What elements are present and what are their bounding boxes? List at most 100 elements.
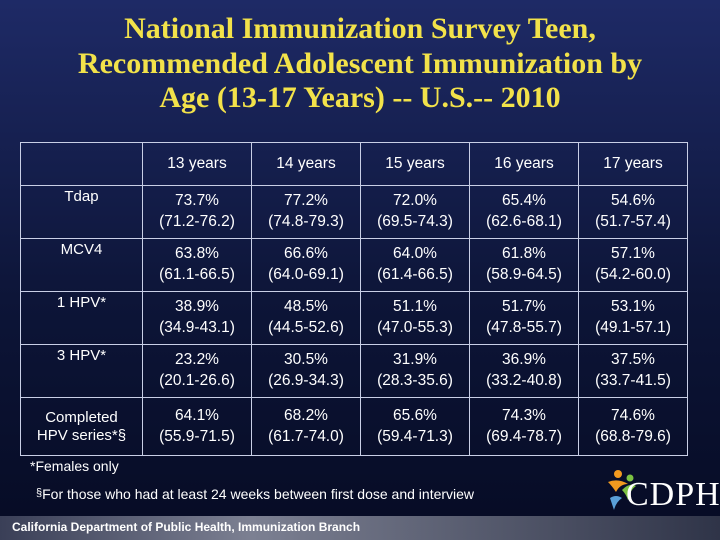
table-row: 3 HPV* 23.2% (20.1-26.6) 30.5% (26.9-34.3)… [20, 344, 688, 398]
table-cell: 51.1% (47.0-55.3) [360, 291, 470, 345]
table-row: Tdap 73.7% (71.2-76.2) 77.2% (74.8-79.3) 7… [20, 185, 688, 239]
table-cell: 66.6% (64.0-69.1) [251, 238, 361, 292]
table-cell: 31.9% (28.3-35.6) [360, 344, 470, 398]
footnote-interval-text: For those who had at least 24 weeks betw… [42, 486, 475, 502]
title-line-2: Recommended Adolescent Immunization by [77, 46, 643, 80]
table-cell: 64.0% (61.4-66.5) [360, 238, 470, 292]
column-header: 17 years [578, 142, 688, 186]
table-cell: 74.6% (68.8-79.6) [578, 397, 688, 456]
cell-value: 30.5% [284, 351, 328, 369]
cell-ci: (58.9-64.5) [486, 266, 562, 283]
page-title: National Immunization Survey Teen, Recom… [30, 12, 690, 116]
table-cell: 73.7% (71.2-76.2) [142, 185, 252, 239]
title-line-1: National Immunization Survey Teen, [124, 12, 596, 45]
column-header: 13 years [142, 142, 252, 186]
table-cell: 54.6% (51.7-57.4) [578, 185, 688, 239]
footer-organization: California Department of Public Health, … [12, 520, 361, 534]
table-cell: 77.2% (74.8-79.3) [251, 185, 361, 239]
cell-ci: (33.2-40.8) [486, 372, 562, 389]
cell-value: 61.8% [502, 245, 546, 263]
cell-ci: (33.7-41.5) [595, 372, 671, 389]
row-label-line-2: HPV series*§ [36, 426, 127, 444]
footnote-females: *Females only [30, 458, 119, 474]
cell-value: 74.6% [611, 406, 655, 424]
row-label: MCV4 [20, 238, 143, 292]
table-cell: 63.8% (61.1-66.5) [142, 238, 252, 292]
cell-ci: (61.7-74.0) [268, 427, 344, 445]
row-label: 1 HPV* [20, 291, 143, 345]
cell-ci: (68.8-79.6) [595, 427, 671, 445]
cell-value: 23.2% [175, 351, 219, 369]
table-cell: 61.8% (58.9-64.5) [469, 238, 579, 292]
cdph-people-icon [608, 470, 636, 510]
cell-value: 64.1% [175, 406, 219, 424]
cell-value: 73.7% [175, 192, 219, 210]
cell-ci: (59.4-71.3) [377, 427, 453, 445]
cell-ci: (28.3-35.6) [377, 372, 453, 389]
cell-ci: (26.9-34.3) [268, 372, 344, 389]
column-header: 14 years [251, 142, 361, 186]
row-label-line-1: Completed [45, 409, 118, 427]
row-label: Completed HPV series*§ [20, 397, 143, 456]
column-header: 15 years [360, 142, 470, 186]
table-cell: 38.9% (34.9-43.1) [142, 291, 252, 345]
table-cell: 65.4% (62.6-68.1) [469, 185, 579, 239]
cell-ci: (62.6-68.1) [486, 213, 562, 230]
cell-ci: (54.2-60.0) [595, 266, 671, 283]
cell-value: 53.1% [611, 298, 655, 316]
table-cell: 48.5% (44.5-52.6) [251, 291, 361, 345]
cell-ci: (69.4-78.7) [486, 427, 562, 445]
table-cell: 74.3% (69.4-78.7) [469, 397, 579, 456]
cell-value: 65.4% [502, 192, 546, 210]
cell-value: 63.8% [175, 245, 219, 263]
cell-ci: (47.0-55.3) [377, 319, 453, 336]
table-cell: 64.1% (55.9-71.5) [142, 397, 252, 456]
table-header-row: 13 years 14 years 15 years 16 years 17 y… [20, 142, 688, 186]
cell-ci: (47.8-55.7) [486, 319, 562, 336]
cell-value: 31.9% [393, 351, 437, 369]
title-line-3: Age (13-17 Years) -- U.S.-- 2010 [159, 81, 561, 114]
cell-value: 77.2% [284, 192, 328, 210]
cell-value: 54.6% [611, 192, 655, 210]
footnote-interval: §For those who had at least 24 weeks bet… [36, 486, 474, 502]
cell-ci: (34.9-43.1) [159, 319, 235, 336]
footer-bar [0, 516, 720, 540]
table-cell: 37.5% (33.7-41.5) [578, 344, 688, 398]
cell-ci: (64.0-69.1) [268, 266, 344, 283]
cdph-logo-text: CDPH [626, 476, 720, 513]
cell-ci: (20.1-26.6) [159, 372, 235, 389]
cell-value: 48.5% [284, 298, 328, 316]
table-cell: 72.0% (69.5-74.3) [360, 185, 470, 239]
cell-ci: (74.8-79.3) [268, 213, 344, 230]
cell-value: 65.6% [393, 406, 437, 424]
cell-value: 37.5% [611, 351, 655, 369]
table-cell: 36.9% (33.2-40.8) [469, 344, 579, 398]
table-cell: 57.1% (54.2-60.0) [578, 238, 688, 292]
cell-value: 72.0% [393, 192, 437, 210]
footnote-symbol: § [36, 487, 43, 499]
immunization-table: 13 years 14 years 15 years 16 years 17 y… [20, 142, 688, 456]
cell-value: 57.1% [611, 245, 655, 263]
table-cell: 51.7% (47.8-55.7) [469, 291, 579, 345]
corner-cell [20, 142, 143, 186]
column-header: 16 years [469, 142, 579, 186]
cell-value: 64.0% [393, 245, 437, 263]
cell-ci: (71.2-76.2) [159, 213, 235, 230]
table-cell: 30.5% (26.9-34.3) [251, 344, 361, 398]
cell-ci: (55.9-71.5) [159, 427, 235, 445]
cell-ci: (49.1-57.1) [595, 319, 671, 336]
row-label: 3 HPV* [20, 344, 143, 398]
cell-ci: (61.1-66.5) [159, 266, 235, 283]
row-label: Tdap [20, 185, 143, 239]
table-cell: 65.6% (59.4-71.3) [360, 397, 470, 456]
table-row: MCV4 63.8% (61.1-66.5) 66.6% (64.0-69.1) 6… [20, 238, 688, 292]
table-cell: 68.2% (61.7-74.0) [251, 397, 361, 456]
cell-value: 68.2% [284, 406, 328, 424]
cell-value: 66.6% [284, 245, 328, 263]
cell-value: 51.1% [393, 298, 437, 316]
table-cell: 23.2% (20.1-26.6) [142, 344, 252, 398]
cell-value: 74.3% [502, 406, 546, 424]
cell-ci: (51.7-57.4) [595, 213, 671, 230]
cell-value: 36.9% [502, 351, 546, 369]
cell-value: 51.7% [502, 298, 546, 316]
